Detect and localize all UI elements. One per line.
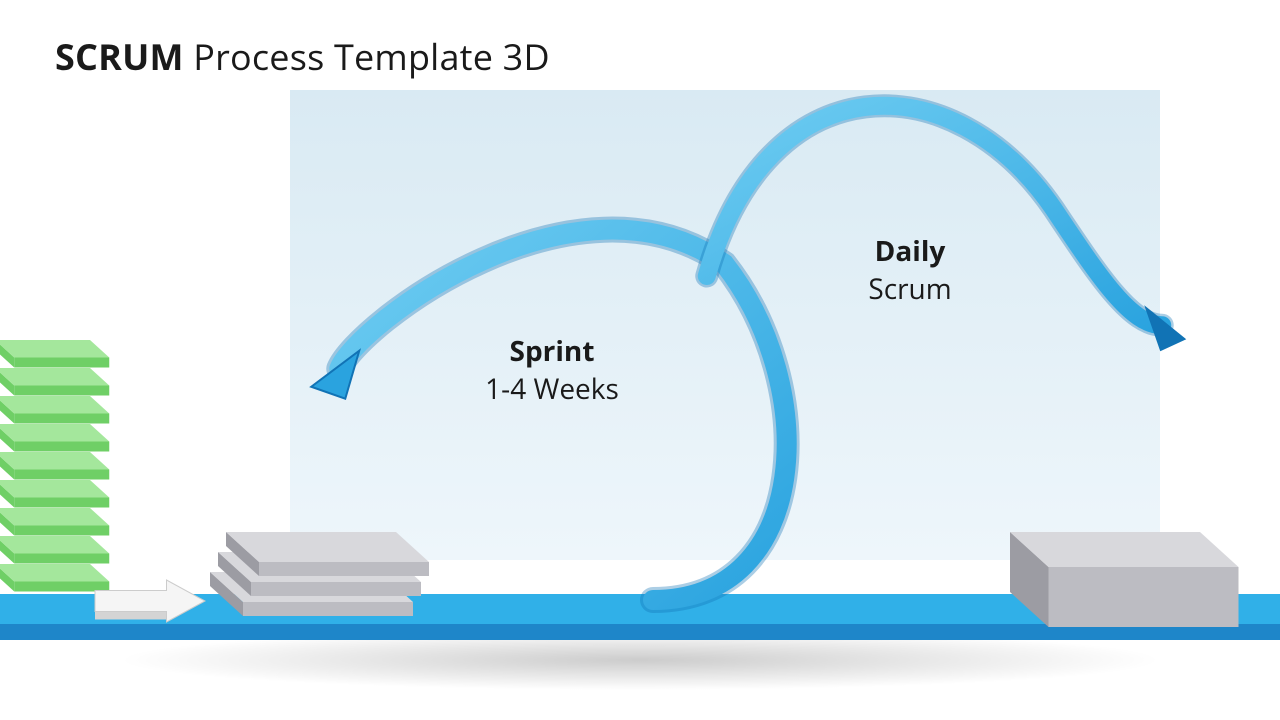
sprint-label-line2: 1-4 Weeks	[452, 370, 652, 408]
daily-label: Daily Scrum	[830, 232, 990, 308]
slide-root: SCRUM Process Template 3D	[0, 0, 1280, 720]
sprint-label-line1: Sprint	[452, 332, 652, 370]
daily-label-line1: Daily	[830, 232, 990, 270]
grey-stack	[210, 532, 429, 616]
sprint-label: Sprint 1-4 Weeks	[452, 332, 652, 408]
grey-box	[1010, 532, 1239, 627]
green-stack	[0, 340, 109, 592]
daily-label-line2: Scrum	[830, 270, 990, 308]
